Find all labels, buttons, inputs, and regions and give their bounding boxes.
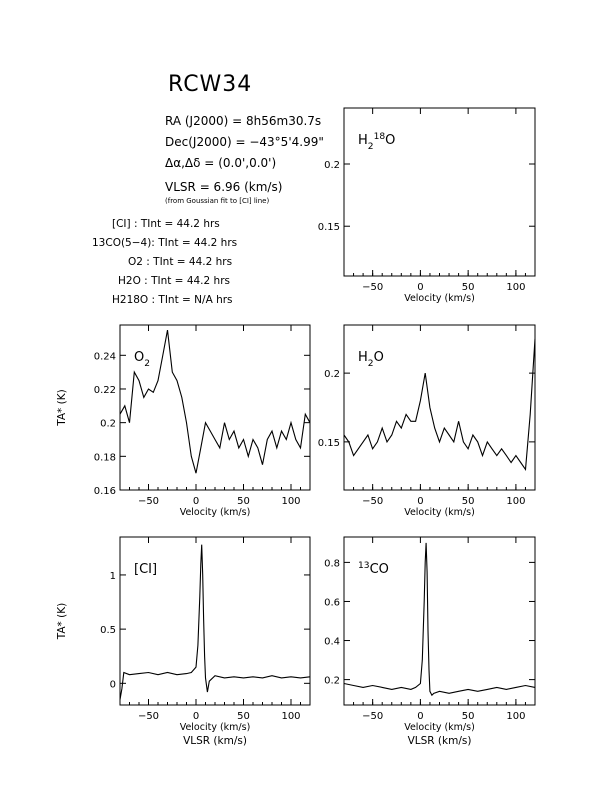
dec-label: Dec(J2000) = [165,135,246,149]
h2o-ytick-label: 0.2 [324,369,340,380]
h2o-xtick-label: 0 [417,496,423,507]
offset-row: Δα,Δδ = (0.0',0.0') [165,156,276,170]
integration-line: H2O : [118,275,148,287]
ci-xlabel: Velocity (km/s) [180,722,251,733]
ra-label: RA (J2000) = [165,114,243,128]
co13-ytick-label: 0.8 [324,558,340,569]
integration-o2: O2 : TInt = 44.2 hrs [128,256,232,268]
h2o-xtick-label: −50 [362,496,383,507]
integration-tint: TInt = N/A hrs [158,294,233,306]
h2o-xtick-label: 100 [506,496,525,507]
h218o-xtick-label: 100 [506,282,525,293]
vlsr-value: = 6.96 (km/s) [199,180,283,194]
page-title: RCW34 [168,72,253,97]
integration-tint: TInt = 44.2 hrs [158,237,238,249]
vlsr-note: (from Goussian fit to [CI] line) [165,197,270,205]
integration-ci: [CI] : TInt = 44.2 hrs [112,218,220,230]
o2-xlabel: Velocity (km/s) [180,507,251,518]
ra-row: RA (J2000) = 8h56m30.7s [165,114,321,128]
co13-xlabel: Velocity (km/s) [404,722,475,733]
h218o-panel-label: H218O [358,132,395,152]
co13-xtick-label: −50 [362,711,383,722]
o2-ytick-label: 0.2 [100,419,116,430]
offset-value: (0.0',0.0') [218,156,277,170]
integration-line: O2 : [128,256,150,268]
h218o-ytick-label: 0.15 [318,222,340,233]
vlsr-row: VLSR = 6.96 (km/s) [165,180,282,194]
h218o-ytick-label: 0.2 [324,160,340,171]
co13-xtick-label: 0 [417,711,423,722]
h2o-ytick-label: 0.15 [318,438,340,449]
o2-frame [119,324,311,491]
h2o-spectrum-line [343,338,536,471]
ci-xtick-label: −50 [138,711,159,722]
ra-value: 8h56m30.7s [246,114,322,128]
integration-tint: TInt = 44.2 hrs [151,275,230,287]
ci-ytick-label: 1 [110,571,116,582]
integration-tint: TInt = 44.2 hrs [140,218,220,230]
o2-ytick-label: 0.18 [94,452,116,463]
o2-ytick-label: 0.24 [94,351,116,362]
co13-xtick-label: 100 [506,711,525,722]
co13-spectrum-line [343,542,536,697]
integration-line: [CI] : [112,218,138,230]
integration-h2o: H2O : TInt = 44.2 hrs [118,275,230,287]
co13-xtick-label: 50 [462,711,475,722]
co13-ytick-label: 0.4 [324,637,340,648]
ci-panel-label: [CI] [134,562,157,577]
o2-xtick-label: 50 [237,496,250,507]
h218o-xtick-label: 0 [417,282,423,293]
integration-tint: TInt = 44.2 hrs [153,256,233,268]
vlsr-label: VLSR [165,180,196,194]
ci-ytick-label: 0.5 [100,625,116,636]
h218o-xlabel: Velocity (km/s) [404,293,475,304]
h2o-xtick-label: 50 [462,496,475,507]
ci-xlabel2: VLSR (km/s) [183,735,247,747]
co13-ytick-label: 0.2 [324,676,340,687]
ci-spectrum-line [119,544,311,700]
dec-row: Dec(J2000) = −43°5'4.99" [165,135,324,149]
ci-xtick-label: 100 [281,711,300,722]
o2-ytick-label: 0.22 [94,385,116,396]
o2-ytick-label: 0.16 [94,486,116,497]
o2-spectrum-line [119,329,311,474]
h218o-xtick-label: −50 [362,282,383,293]
integration-h218o: H218O : TInt = N/A hrs [112,294,233,306]
ci-xtick-label: 0 [193,711,199,722]
ci-xtick-label: 50 [237,711,250,722]
integration-13co: 13CO(5−4): TInt = 44.2 hrs [92,237,237,249]
h2o-xlabel: Velocity (km/s) [404,507,475,518]
integration-line: H218O : [112,294,156,306]
ci-ylabel: TA* (K) [56,603,68,640]
co13-ytick-label: 0.6 [324,597,340,608]
o2-xtick-label: 0 [193,496,199,507]
co13-panel-label: 13CO [358,561,389,577]
o2-ylabel: TA* (K) [56,389,68,426]
co13-xlabel2: VLSR (km/s) [408,735,472,747]
o2-xtick-label: 100 [281,496,300,507]
dec-value: −43°5'4.99" [249,135,324,149]
integration-line: 13CO(5−4): [92,237,155,249]
h2o-panel-label: H2O [358,350,384,369]
o2-xtick-label: −50 [138,496,159,507]
ci-ytick-label: 0 [110,679,116,690]
o2-panel-label: O2 [134,350,150,369]
h218o-xtick-label: 50 [462,282,475,293]
offset-label: Δα,Δδ = [165,156,215,170]
